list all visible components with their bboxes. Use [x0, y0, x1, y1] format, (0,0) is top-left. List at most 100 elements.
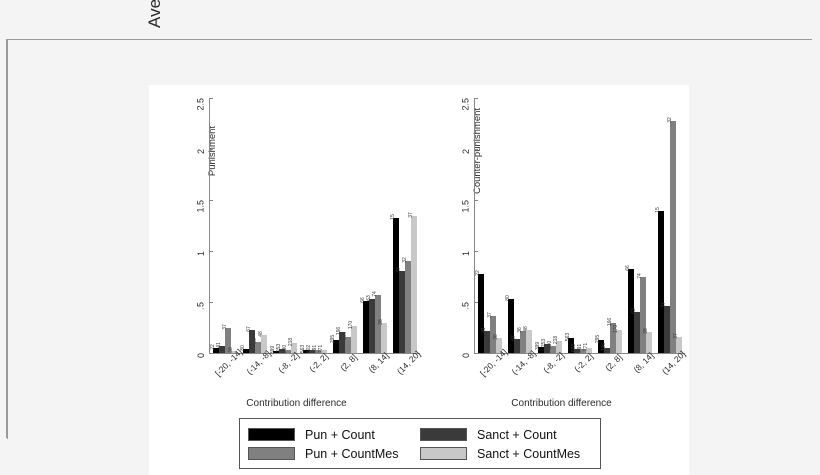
bar[interactable]: 38: [493, 334, 502, 353]
y-tick: 2: [169, 149, 213, 154]
bar-count-label: 38: [378, 318, 384, 325]
bar[interactable]: 15: [390, 214, 399, 353]
bar-group: 22 41 37 38: [475, 99, 502, 353]
bar[interactable]: 37: [661, 302, 670, 353]
bar[interactable]: 67: [246, 326, 255, 353]
bar[interactable]: 37: [673, 333, 682, 353]
bar-count-label: 38: [493, 333, 499, 340]
legend-swatch-sanct-count: [420, 428, 467, 441]
bar[interactable]: 67: [511, 335, 520, 353]
bar[interactable]: 791: [577, 344, 586, 353]
y-tick: 1.5: [169, 200, 213, 213]
bar[interactable]: 563: [565, 333, 574, 353]
bar[interactable]: 37: [487, 313, 496, 353]
bar[interactable]: 218: [288, 338, 297, 353]
bar-count-label: 74: [637, 273, 643, 279]
bar[interactable]: 196: [601, 343, 610, 353]
y-tick-label: 2.5: [461, 98, 471, 111]
y-tick-label: 1.5: [461, 200, 471, 213]
figure-panel: Average points allocated Punishment 2241…: [145, 0, 689, 475]
bar[interactable]: 166: [342, 332, 351, 353]
bar-count-label: 563: [565, 332, 571, 341]
chart-counter-punishment-x-label: Contribution difference: [511, 398, 612, 409]
bar-count-label: 63: [631, 308, 637, 315]
bar[interactable]: 170: [348, 320, 357, 353]
bar-count-label: 37: [396, 266, 402, 273]
bar[interactable]: 15: [655, 207, 664, 353]
bar[interactable]: 602: [571, 344, 580, 353]
bar-count-label: 67: [246, 325, 252, 332]
x-tick-label: (8, 14]: [366, 350, 391, 375]
y-tick-mark: [474, 98, 478, 99]
bar[interactable]: 32: [402, 257, 411, 353]
y-tick-label: 1: [196, 251, 206, 257]
legend-label-sanct-count: Sanct + Count: [477, 427, 557, 442]
legend-row: Pun + Count Sanct + Count: [248, 425, 592, 444]
bar-count-label: 170: [348, 320, 354, 329]
bar-count-label: 15: [390, 214, 396, 220]
bar-group: 66 63 74 38: [360, 99, 387, 353]
bar[interactable]: 37: [408, 212, 417, 353]
bar-group: 295 196 166 170: [330, 99, 357, 353]
y-tick-label: .5: [461, 302, 471, 310]
bar[interactable]: 791: [312, 345, 321, 353]
chart-punishment-y-axis: [209, 99, 210, 354]
bar[interactable]: 602: [306, 345, 315, 353]
bar[interactable]: 48: [523, 326, 532, 353]
bar-group: 563 602 791 771: [300, 99, 327, 353]
bar[interactable]: 37: [222, 324, 231, 353]
x-tick-label: (2, 8]: [338, 352, 359, 373]
bar[interactable]: 32: [667, 118, 676, 353]
y-tick-mark: [474, 353, 478, 354]
bar[interactable]: 771: [318, 345, 327, 353]
bar[interactable]: 38: [378, 319, 387, 353]
bar[interactable]: 80: [240, 345, 249, 353]
bar[interactable]: 399: [535, 342, 544, 353]
bar[interactable]: 38: [643, 328, 652, 353]
y-tick: 2.5: [434, 98, 478, 111]
bar-count-label: 66: [625, 264, 631, 271]
chart-counter-punishment-plot: 22 41 37 38 80 67 36 48 399 253 230 218 563 602 791 771…: [461, 98, 685, 358]
bar[interactable]: 253: [541, 339, 550, 353]
bar[interactable]: 41: [481, 327, 490, 353]
bar[interactable]: 37: [396, 267, 405, 353]
bar[interactable]: 196: [336, 327, 345, 353]
bar[interactable]: 295: [595, 335, 604, 353]
y-tick-mark: [209, 251, 213, 252]
bar[interactable]: 66: [360, 297, 369, 353]
bar[interactable]: 36: [517, 327, 526, 353]
bar[interactable]: 22: [210, 344, 219, 353]
y-tick: 0: [169, 353, 213, 358]
y-tick-label: 1: [461, 251, 471, 257]
bar[interactable]: 253: [276, 344, 285, 353]
bar[interactable]: 66: [625, 265, 634, 353]
bar-count-label: 80: [505, 295, 511, 301]
bar[interactable]: 399: [270, 346, 279, 354]
bar[interactable]: 41: [216, 342, 225, 353]
bar[interactable]: 563: [300, 345, 309, 353]
bar[interactable]: 218: [553, 336, 562, 353]
chart-counter-punishment: Counter-punishment 22 41 37 38 80 67 36 48 399 25…: [434, 93, 689, 423]
bar-count-label: 295: [330, 334, 336, 343]
bar[interactable]: 230: [282, 345, 291, 353]
bar[interactable]: 80: [505, 295, 514, 353]
bar[interactable]: 63: [631, 308, 640, 353]
bar[interactable]: 771: [583, 343, 592, 353]
bar[interactable]: 74: [372, 291, 381, 353]
bar[interactable]: 166: [607, 317, 616, 353]
bar-count-label: 41: [216, 342, 222, 348]
bar[interactable]: 74: [637, 273, 646, 353]
bar[interactable]: 22: [475, 270, 484, 353]
bar[interactable]: 170: [613, 324, 622, 353]
figure-y-axis-label-text: Average points allocated: [143, 0, 167, 85]
bar[interactable]: 63: [366, 295, 375, 353]
bar-count-label: 48: [523, 325, 529, 332]
bar[interactable]: 38: [228, 347, 237, 353]
bar[interactable]: 36: [252, 338, 261, 353]
y-tick-mark: [209, 302, 213, 303]
legend-label-pun-count: Pun + Count: [305, 427, 375, 442]
bar[interactable]: 295: [330, 335, 339, 353]
bar[interactable]: 230: [547, 341, 556, 353]
bar-group: 399 253 230 218: [270, 99, 297, 354]
bar[interactable]: 48: [258, 331, 267, 353]
